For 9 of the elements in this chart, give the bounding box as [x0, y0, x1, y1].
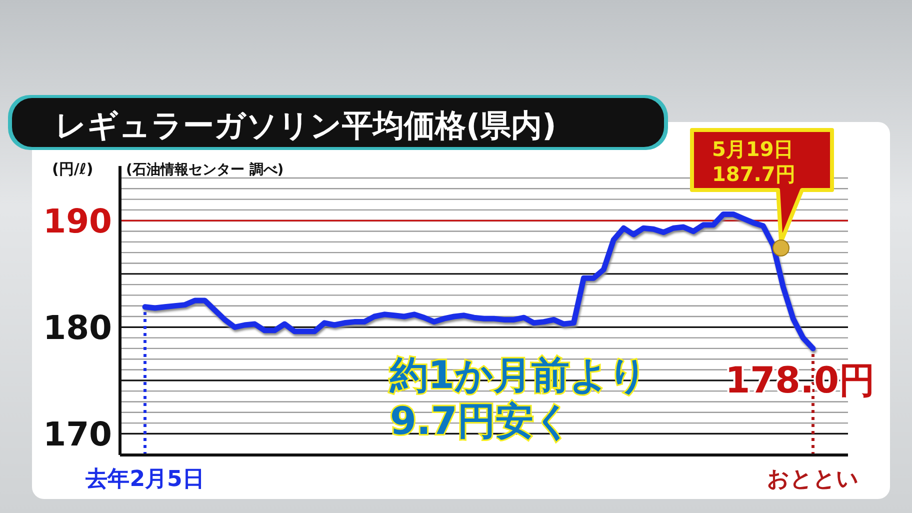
- x-tick-label: 去年2月5日: [84, 467, 204, 492]
- y-axis-title: (円/ℓ): [52, 160, 94, 178]
- x-tick-label: おととい: [767, 467, 859, 492]
- chart-title: レギュラーガソリン平均価格(県内): [55, 108, 556, 144]
- annotation: 5月19日 187.7円: [712, 137, 796, 186]
- y-tick-label: 180: [43, 308, 112, 348]
- y-tick-label: 170: [43, 414, 112, 454]
- y-tick-label: 190: [43, 202, 112, 241]
- text: (石油情報センター 調べ): [126, 161, 284, 178]
